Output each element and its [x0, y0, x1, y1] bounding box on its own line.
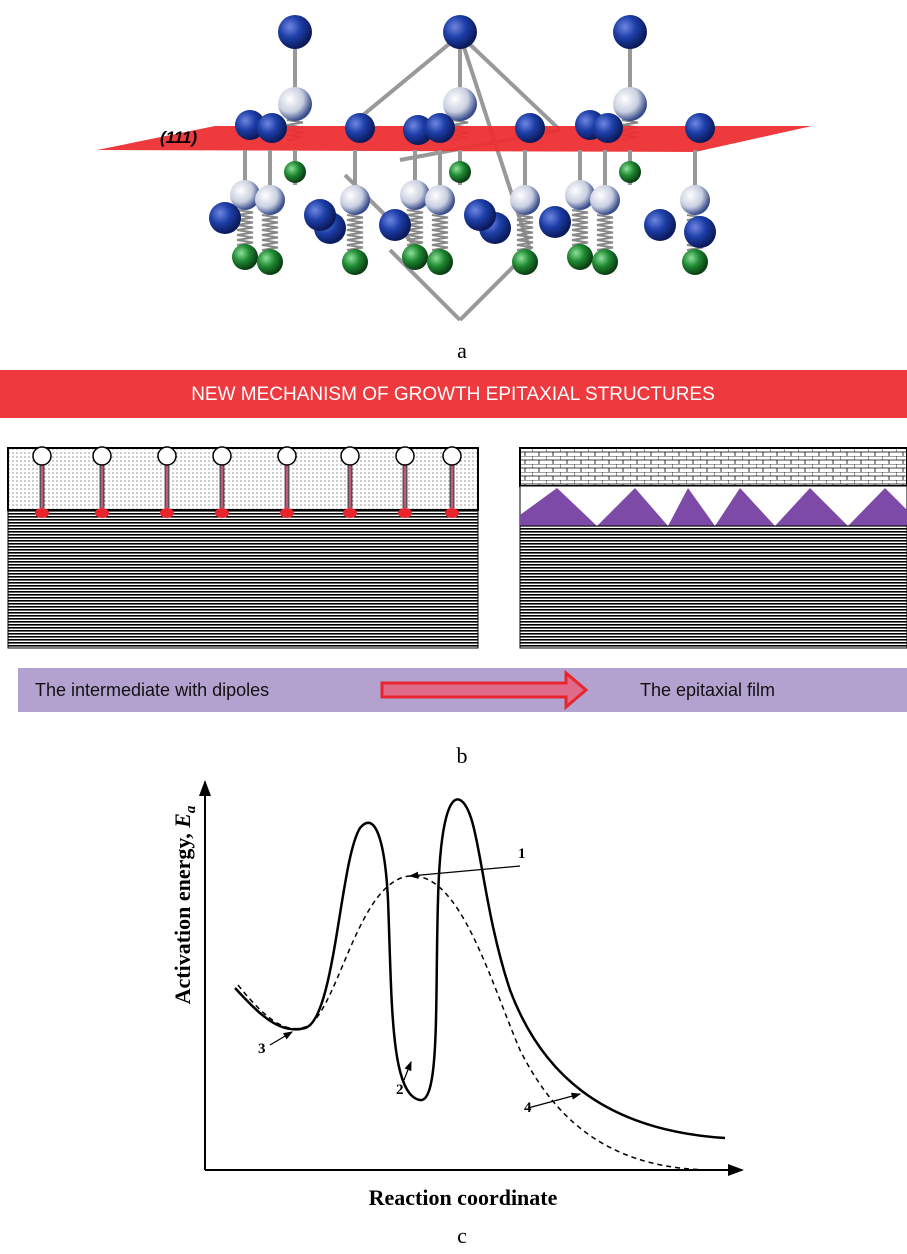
marker-label: 4 — [524, 1100, 532, 1116]
film-diagram — [520, 448, 907, 648]
dipole-tail — [215, 508, 229, 518]
atom — [278, 15, 312, 49]
atom — [427, 249, 453, 275]
dipole-head — [93, 447, 111, 465]
atom — [257, 113, 287, 143]
atom — [613, 87, 647, 121]
atom — [593, 113, 623, 143]
atom — [613, 15, 647, 49]
y-label-text: Activation energy, — [170, 828, 195, 1005]
atom — [255, 185, 285, 215]
dipole-head — [341, 447, 359, 465]
atom — [464, 199, 496, 231]
dipole-tail — [398, 508, 412, 518]
atom — [304, 199, 336, 231]
dipole-head — [396, 447, 414, 465]
atom — [443, 15, 477, 49]
y-axis-label: Activation energy, Ea — [170, 805, 199, 1004]
atom — [682, 249, 708, 275]
dipole-head — [158, 447, 176, 465]
page: {"panel_a": {"plane_label": "(111)", "ca… — [0, 0, 907, 1254]
atom — [425, 113, 455, 143]
dipole-head — [443, 447, 461, 465]
atom — [402, 244, 428, 270]
figure: (111) a NEW MECHANISM OF GROWTH EPITAXIA… — [0, 0, 907, 1254]
dipole-head — [33, 447, 51, 465]
spring — [572, 210, 588, 245]
dipole-tail — [445, 508, 459, 518]
caption: a — [457, 338, 467, 363]
dipole-head — [278, 447, 296, 465]
spring — [262, 215, 278, 250]
x-axis-label: Reaction coordinate — [369, 1185, 558, 1210]
atom — [278, 87, 312, 121]
caption: b — [457, 743, 468, 768]
atom — [342, 249, 368, 275]
atom — [340, 185, 370, 215]
banner-text: NEW MECHANISM OF GROWTH EPITAXIAL STRUCT… — [191, 384, 715, 405]
atom — [567, 244, 593, 270]
atom — [232, 244, 258, 270]
atom — [449, 161, 471, 183]
atom — [565, 180, 595, 210]
energy-diagram — [205, 782, 742, 1170]
atom — [685, 113, 715, 143]
right-label: The epitaxial film — [640, 680, 775, 700]
atom — [684, 216, 716, 248]
dipole-head — [213, 447, 231, 465]
dipole-tail — [95, 508, 109, 518]
atom — [512, 249, 538, 275]
spring — [597, 215, 613, 250]
atom — [680, 185, 710, 215]
atom — [379, 209, 411, 241]
atom — [539, 206, 571, 238]
atom — [619, 161, 641, 183]
dipole-tail — [35, 508, 49, 518]
dipole-tail — [160, 508, 174, 518]
catalyzed-curve — [238, 876, 715, 1170]
plane-label: (111) — [160, 128, 198, 147]
atom — [510, 185, 540, 215]
atom — [590, 185, 620, 215]
atom — [592, 249, 618, 275]
marker-label: 1 — [518, 846, 526, 862]
atom — [209, 202, 241, 234]
atom — [425, 185, 455, 215]
atom — [400, 180, 430, 210]
spring — [347, 215, 363, 250]
caption: c — [457, 1223, 467, 1248]
dipole-tail — [280, 508, 294, 518]
atom — [515, 113, 545, 143]
y-label-symbol: E — [170, 813, 195, 829]
left-label: The intermediate with dipoles — [35, 680, 269, 700]
intermediate-diagram — [8, 447, 478, 648]
atom — [284, 161, 306, 183]
atom — [644, 209, 676, 241]
atom — [345, 113, 375, 143]
crystal-lattice: (111) — [97, 15, 812, 320]
spring — [432, 215, 448, 250]
marker-label: 2 — [396, 1082, 404, 1098]
y-label-subscript: a — [183, 805, 199, 813]
reaction-curve — [235, 799, 725, 1138]
marker-label: 3 — [258, 1041, 266, 1057]
dipole-tail — [343, 508, 357, 518]
atom — [257, 249, 283, 275]
